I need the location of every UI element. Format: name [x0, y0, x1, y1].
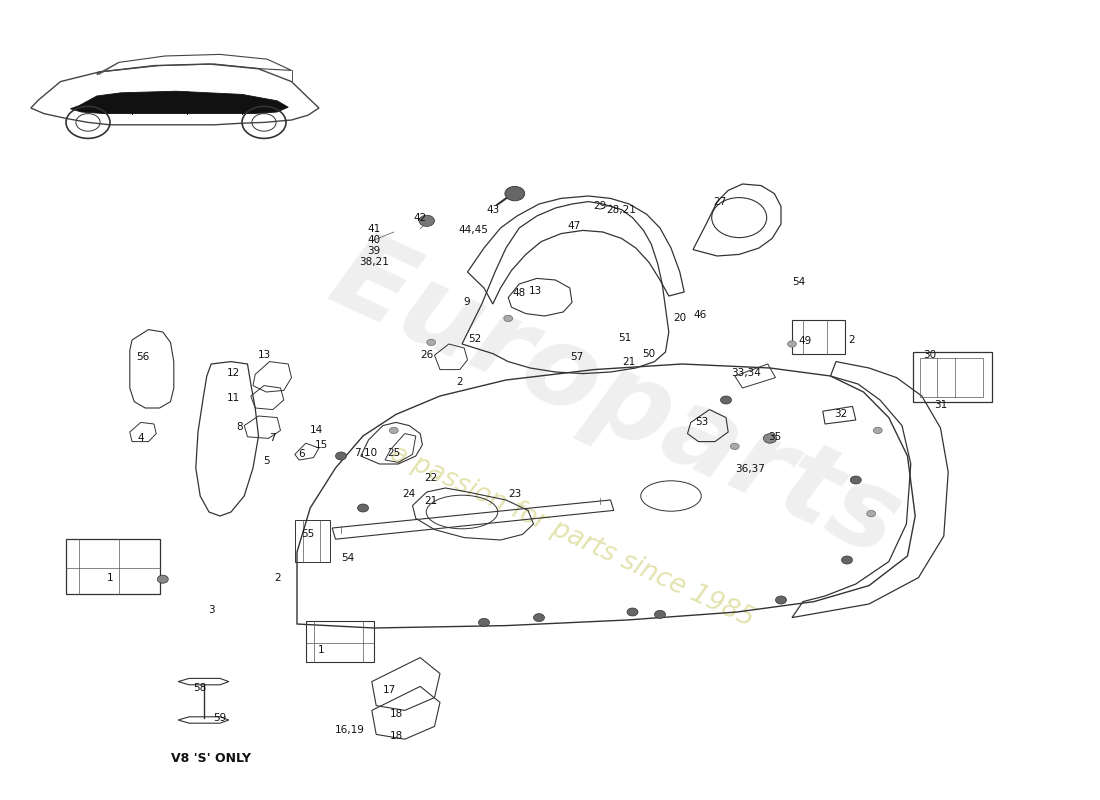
Text: 41: 41 — [367, 224, 381, 234]
Text: 5: 5 — [263, 456, 270, 466]
Text: 57: 57 — [570, 352, 583, 362]
Text: 36,37: 36,37 — [735, 464, 766, 474]
Text: 16,19: 16,19 — [334, 725, 365, 734]
Text: 52: 52 — [469, 334, 482, 344]
Text: 51: 51 — [618, 333, 631, 342]
Text: 31: 31 — [934, 400, 947, 410]
Text: 54: 54 — [341, 554, 354, 563]
Text: 38,21: 38,21 — [359, 258, 389, 267]
Text: 21: 21 — [623, 357, 636, 366]
Circle shape — [427, 339, 436, 346]
Bar — [792, 320, 845, 354]
Circle shape — [505, 186, 525, 201]
Text: 30: 30 — [923, 350, 936, 360]
Text: 13: 13 — [257, 350, 271, 360]
Text: 47: 47 — [568, 221, 581, 230]
Circle shape — [419, 215, 435, 226]
Text: 29: 29 — [593, 202, 606, 211]
Text: 32: 32 — [834, 410, 847, 419]
Text: 33,34: 33,34 — [730, 368, 761, 378]
Circle shape — [776, 596, 786, 604]
Text: 22: 22 — [425, 474, 438, 483]
Text: 40: 40 — [367, 235, 381, 245]
Text: 26: 26 — [420, 350, 433, 360]
Circle shape — [654, 610, 666, 618]
Text: 58: 58 — [194, 683, 207, 693]
Text: 1: 1 — [107, 573, 113, 582]
Text: 27: 27 — [713, 197, 726, 206]
Circle shape — [763, 434, 777, 443]
Text: 54: 54 — [792, 277, 805, 286]
Text: 56: 56 — [136, 352, 150, 362]
Text: 8: 8 — [236, 422, 243, 432]
Circle shape — [720, 396, 732, 404]
Text: 50: 50 — [642, 349, 656, 358]
Text: 12: 12 — [227, 368, 240, 378]
Text: 2: 2 — [274, 573, 280, 582]
Bar — [306, 621, 374, 662]
Text: 2: 2 — [848, 335, 855, 345]
Circle shape — [730, 443, 739, 450]
Text: V8 'S' ONLY: V8 'S' ONLY — [172, 752, 251, 765]
Text: 7: 7 — [270, 434, 276, 443]
Circle shape — [873, 427, 882, 434]
Text: 43: 43 — [486, 205, 499, 214]
Circle shape — [534, 614, 544, 622]
Text: 53: 53 — [695, 418, 708, 427]
Circle shape — [842, 556, 852, 564]
Text: 35: 35 — [768, 432, 781, 442]
Text: 48: 48 — [513, 288, 526, 298]
Circle shape — [867, 510, 876, 517]
Bar — [920, 358, 983, 397]
Text: 25: 25 — [387, 448, 400, 458]
Text: 59: 59 — [213, 714, 227, 723]
Circle shape — [850, 476, 861, 484]
Text: 49: 49 — [799, 336, 812, 346]
Polygon shape — [70, 91, 288, 114]
Text: 14: 14 — [310, 426, 323, 435]
Bar — [913, 352, 992, 402]
Text: 28,21: 28,21 — [606, 205, 637, 214]
Text: 46: 46 — [693, 310, 706, 320]
Text: 21: 21 — [425, 496, 438, 506]
Text: 15: 15 — [315, 440, 328, 450]
Circle shape — [788, 341, 796, 347]
Text: 44,45: 44,45 — [458, 226, 488, 235]
Text: 18: 18 — [389, 731, 403, 741]
Text: 55: 55 — [301, 530, 315, 539]
Text: 1: 1 — [318, 645, 324, 654]
Text: 2: 2 — [456, 378, 463, 387]
Circle shape — [504, 315, 513, 322]
Bar — [295, 520, 330, 562]
Circle shape — [389, 427, 398, 434]
Text: 9: 9 — [463, 298, 470, 307]
Text: 23: 23 — [508, 490, 521, 499]
Circle shape — [157, 575, 168, 583]
Text: 11: 11 — [227, 394, 240, 403]
Text: 42: 42 — [414, 213, 427, 222]
Text: 24: 24 — [403, 490, 416, 499]
Text: 20: 20 — [673, 314, 686, 323]
Circle shape — [358, 504, 368, 512]
Circle shape — [627, 608, 638, 616]
Bar — [66, 539, 160, 594]
Text: 7,10: 7,10 — [353, 448, 377, 458]
Text: 13: 13 — [529, 286, 542, 296]
Circle shape — [336, 452, 346, 460]
Text: 6: 6 — [298, 450, 305, 459]
Text: a passion for parts since 1985: a passion for parts since 1985 — [386, 440, 758, 632]
Text: 4: 4 — [138, 434, 144, 443]
Text: 3: 3 — [208, 605, 214, 614]
Text: 18: 18 — [389, 709, 403, 718]
Text: 17: 17 — [383, 685, 396, 694]
Circle shape — [478, 618, 490, 626]
Text: Europarts: Europarts — [315, 222, 917, 578]
Text: 39: 39 — [367, 246, 381, 256]
